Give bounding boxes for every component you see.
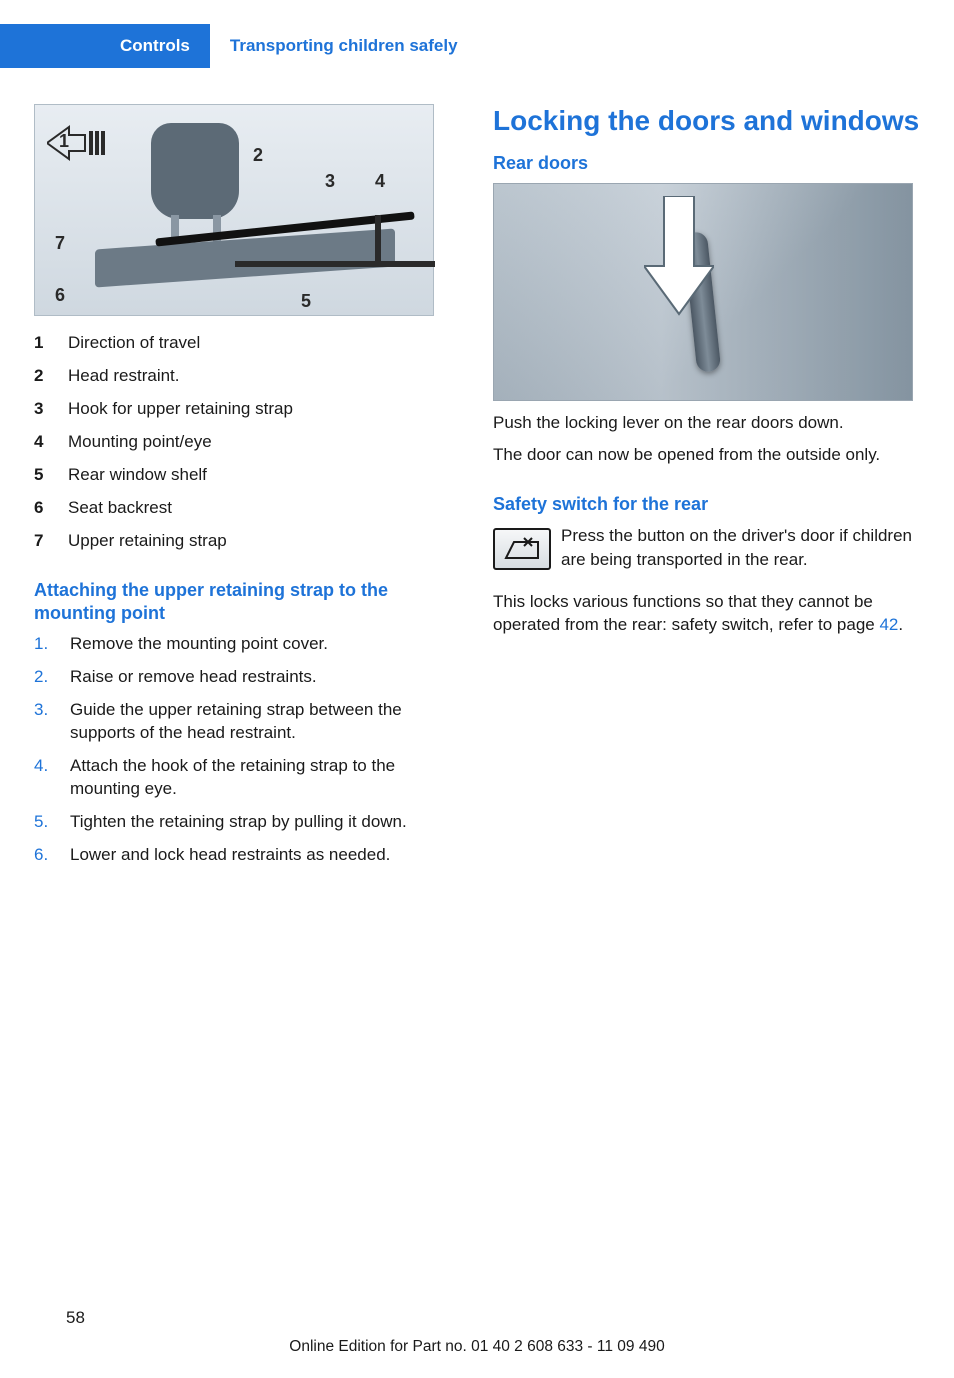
- list-item: 2. Raise or remove head restraints.: [34, 666, 461, 689]
- subheading-attaching: Attaching the upper retaining strap to t…: [34, 579, 461, 626]
- callout-4: 4: [375, 171, 385, 192]
- list-item: 3. Guide the upper retaining strap betwe…: [34, 699, 461, 745]
- legend-text: Upper retaining strap: [68, 530, 227, 553]
- callout-2: 2: [253, 145, 263, 166]
- attaching-steps-list: 1. Remove the mounting point cover. 2. R…: [34, 633, 461, 867]
- legend-number: 2: [34, 365, 52, 388]
- safety-switch-ref: This locks various functions so that the…: [493, 590, 920, 638]
- rear-door-text-1: Push the locking lever on the rear doors…: [493, 411, 920, 435]
- legend-item: 4 Mounting point/eye: [34, 431, 461, 454]
- step-number: 6.: [34, 844, 56, 867]
- callout-6: 6: [55, 285, 65, 306]
- callout-5: 5: [301, 291, 311, 312]
- legend-item: 5 Rear window shelf: [34, 464, 461, 487]
- step-number: 3.: [34, 699, 56, 745]
- diagram-legend: 1 Direction of travel 2 Head restraint. …: [34, 332, 461, 553]
- list-item: 5. Tighten the retaining strap by pullin…: [34, 811, 461, 834]
- legend-item: 6 Seat backrest: [34, 497, 461, 520]
- page-ref-link[interactable]: 42: [879, 615, 898, 634]
- page-content: 1 2 3 4 5 6 7 1 Direction of travel 2 He…: [0, 68, 954, 877]
- heading-locking: Locking the doors and windows: [493, 104, 920, 138]
- callout-1: 1: [59, 131, 69, 152]
- legend-item: 3 Hook for upper retaining strap: [34, 398, 461, 421]
- legend-item: 1 Direction of travel: [34, 332, 461, 355]
- legend-number: 5: [34, 464, 52, 487]
- list-item: 6. Lower and lock head restraints as nee…: [34, 844, 461, 867]
- legend-item: 7 Upper retaining strap: [34, 530, 461, 553]
- page-header: Controls Transporting children safely: [0, 24, 954, 68]
- step-number: 2.: [34, 666, 56, 689]
- legend-number: 3: [34, 398, 52, 421]
- callout-3: 3: [325, 171, 335, 192]
- mounting-eye-shape: [375, 215, 381, 263]
- step-text: Attach the hook of the retaining strap t…: [70, 755, 461, 801]
- step-number: 4.: [34, 755, 56, 801]
- page-number: 58: [66, 1308, 85, 1328]
- legend-text: Mounting point/eye: [68, 431, 212, 454]
- rear-shelf-shape: [235, 261, 435, 267]
- footer-line: Online Edition for Part no. 01 40 2 608 …: [0, 1338, 954, 1356]
- legend-text: Rear window shelf: [68, 464, 207, 487]
- step-text: Guide the upper retaining strap between …: [70, 699, 461, 745]
- step-number: 5.: [34, 811, 56, 834]
- subheading-rear-doors: Rear doors: [493, 152, 920, 175]
- legend-text: Hook for upper retaining strap: [68, 398, 293, 421]
- header-chapter-title: Transporting children safely: [210, 24, 458, 68]
- legend-text: Direction of travel: [68, 332, 200, 355]
- right-column: Locking the doors and windows Rear doors…: [493, 104, 920, 877]
- header-section-tab: Controls: [0, 24, 210, 68]
- step-text: Raise or remove head restraints.: [70, 666, 317, 689]
- list-item: 1. Remove the mounting point cover.: [34, 633, 461, 656]
- step-text: Lower and lock head restraints as needed…: [70, 844, 390, 867]
- step-text: Remove the mounting point cover.: [70, 633, 328, 656]
- legend-text: Seat backrest: [68, 497, 172, 520]
- legend-number: 7: [34, 530, 52, 553]
- subheading-safety-switch: Safety switch for the rear: [493, 493, 920, 516]
- callout-7: 7: [55, 233, 65, 254]
- down-arrow-icon: [644, 196, 714, 321]
- direction-arrow-icon: [47, 123, 109, 163]
- ref-text-pre: This locks various functions so that the…: [493, 592, 879, 635]
- list-item: 4. Attach the hook of the retaining stra…: [34, 755, 461, 801]
- legend-number: 4: [34, 431, 52, 454]
- legend-item: 2 Head restraint.: [34, 365, 461, 388]
- step-text: Tighten the retaining strap by pulling i…: [70, 811, 407, 834]
- legend-text: Head restraint.: [68, 365, 180, 388]
- safety-switch-block: Press the button on the driver's door if…: [493, 524, 920, 580]
- legend-number: 1: [34, 332, 52, 355]
- legend-number: 6: [34, 497, 52, 520]
- ref-text-post: .: [898, 615, 903, 634]
- rear-door-text-2: The door can now be opened from the outs…: [493, 443, 920, 467]
- headrest-shape: [151, 123, 239, 219]
- backrest-shape: [95, 229, 395, 288]
- step-number: 1.: [34, 633, 56, 656]
- tether-strap-diagram: 1 2 3 4 5 6 7: [34, 104, 434, 316]
- safety-switch-text: Press the button on the driver's door if…: [493, 524, 920, 572]
- left-column: 1 2 3 4 5 6 7 1 Direction of travel 2 He…: [34, 104, 461, 877]
- window-lock-icon: [493, 528, 551, 570]
- rear-door-lock-diagram: [493, 183, 913, 401]
